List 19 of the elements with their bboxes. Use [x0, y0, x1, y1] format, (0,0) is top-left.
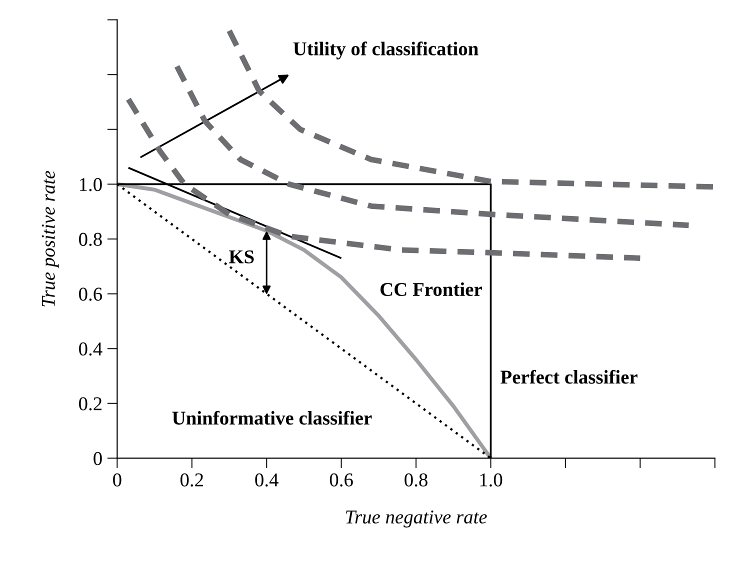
x-tick-label: 0 — [113, 473, 122, 486]
y-tick-label: 0.2 — [79, 397, 102, 410]
y-tick-label: 0 — [94, 452, 102, 466]
annotation: KS — [228, 250, 254, 264]
annotation: Perfect classifier — [500, 370, 638, 384]
y-tick-label: 0.6 — [79, 288, 102, 301]
x-tick-label: 1.0 — [480, 473, 502, 487]
x-tick-label: 0.4 — [255, 473, 278, 487]
annotation: CC Frontier — [380, 282, 482, 296]
y-tick-label: 0.8 — [79, 232, 102, 246]
y-tick-label: 1.0 — [80, 178, 102, 192]
y-tick-label: 0.4 — [79, 342, 102, 356]
x-tick-label: 0.8 — [404, 473, 428, 487]
y-axis-title: True positive rate — [42, 170, 59, 306]
annotation: Uninformative classifier — [172, 410, 372, 425]
x-tick-label: 0.2 — [180, 473, 203, 487]
x-axis-title: True negative rate — [346, 510, 487, 528]
annotation: Utility of classification — [293, 42, 478, 60]
x-tick-label: 0.6 — [330, 473, 353, 487]
